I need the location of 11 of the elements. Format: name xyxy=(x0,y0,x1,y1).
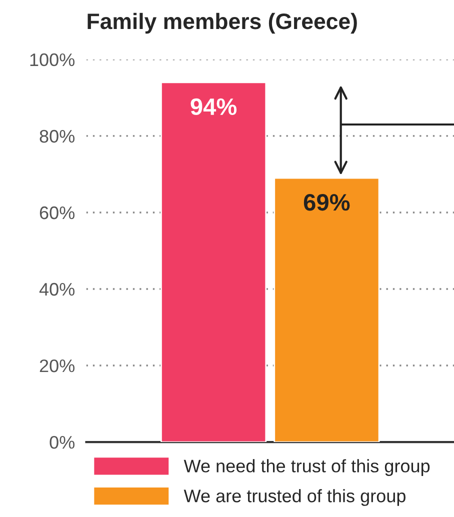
legend-label: We need the trust of this group xyxy=(184,459,430,476)
y-tick-label: 40% xyxy=(39,282,75,296)
legend-label: We are trusted of this group xyxy=(184,489,406,506)
y-tick-label: 100% xyxy=(30,53,75,66)
chart-title: Family members (Greece) xyxy=(88,12,357,34)
y-tick-label: 80% xyxy=(40,130,75,143)
y-tick-label: 0% xyxy=(50,436,75,449)
y-tick-label: 20% xyxy=(40,359,75,372)
data-label: 94% xyxy=(190,98,237,116)
data-label: 69% xyxy=(304,194,350,211)
y-tick-label: 60% xyxy=(40,206,75,220)
